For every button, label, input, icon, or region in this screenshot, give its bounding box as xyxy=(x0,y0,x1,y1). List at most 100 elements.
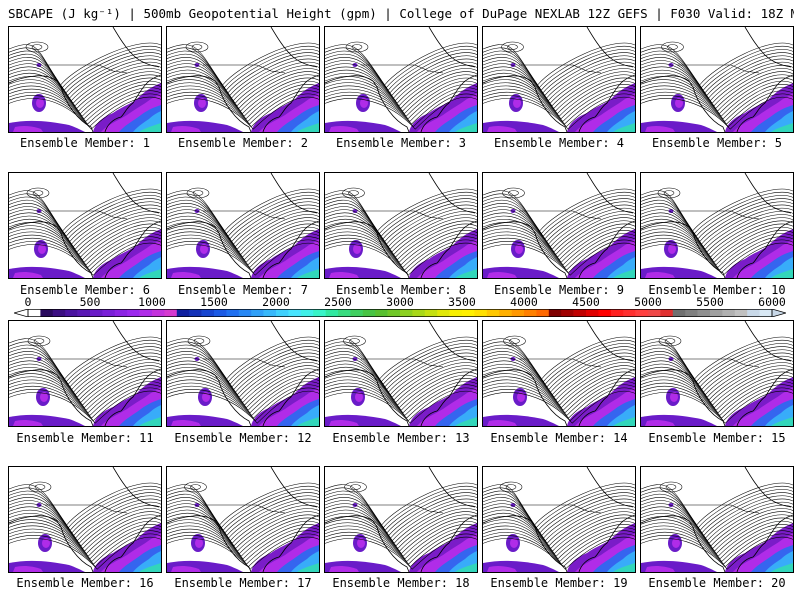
colorbar-cell xyxy=(114,309,128,317)
ensemble-member-label: Ensemble Member: 6 xyxy=(19,283,151,297)
colorbar-cell xyxy=(300,309,314,317)
ensemble-member-label: Ensemble Member: 7 xyxy=(177,283,309,297)
ensemble-member-map xyxy=(8,466,162,573)
colorbar-cell xyxy=(412,309,426,317)
colorbar-cell xyxy=(52,309,66,317)
ensemble-member-map xyxy=(166,466,320,573)
colorbar-cell xyxy=(176,309,190,317)
colorbar-cell xyxy=(462,309,475,317)
ensemble-member-map xyxy=(482,320,636,427)
colorbar-cell xyxy=(362,309,376,317)
colorbar-cell xyxy=(623,309,636,317)
colorbar-cell xyxy=(672,309,686,317)
ensemble-member-map xyxy=(324,26,478,133)
colorbar-cell xyxy=(350,309,364,317)
colorbar-tick-label: 6000 xyxy=(758,295,786,309)
colorbar-cell xyxy=(226,309,240,317)
ensemble-member-map xyxy=(482,26,636,133)
colorbar-cell xyxy=(449,309,463,317)
colorbar-cell xyxy=(387,309,401,317)
ensemble-member-label: Ensemble Member: 14 xyxy=(490,431,628,445)
colorbar-cell xyxy=(573,309,587,317)
colorbar-cell xyxy=(511,309,525,317)
colorbar-cell xyxy=(734,309,748,317)
colorbar-cell xyxy=(697,309,711,317)
colorbar-cell xyxy=(400,309,413,317)
colorbar-cell xyxy=(214,309,227,317)
colorbar-cell xyxy=(152,309,165,317)
ensemble-member-map xyxy=(8,26,162,133)
ensemble-member-map xyxy=(166,172,320,279)
colorbar-cell xyxy=(685,309,698,317)
ensemble-member-label: Ensemble Member: 15 xyxy=(648,431,786,445)
colorbar-cell xyxy=(238,309,252,317)
colorbar-cell xyxy=(759,309,773,317)
colorbar-cell xyxy=(722,309,736,317)
colorbar-tick-label: 500 xyxy=(79,295,101,309)
colorbar-cell xyxy=(710,309,723,317)
colorbar-cell xyxy=(586,309,599,317)
colorbar-cell xyxy=(325,309,339,317)
colorbar-cell xyxy=(474,309,488,317)
ensemble-member-label: Ensemble Member: 16 xyxy=(16,576,154,590)
ensemble-member-map xyxy=(640,172,794,279)
ensemble-member-label: Ensemble Member: 2 xyxy=(177,136,309,150)
colorbar-cell xyxy=(263,309,277,317)
ensemble-member-label: Ensemble Member: 19 xyxy=(490,576,628,590)
ensemble-member-label: Ensemble Member: 10 xyxy=(648,283,786,297)
ensemble-member-label: Ensemble Member: 5 xyxy=(651,136,783,150)
colorbar-cell xyxy=(40,309,54,317)
ensemble-member-label: Ensemble Member: 4 xyxy=(493,136,625,150)
colorbar-tick-label: 2000 xyxy=(262,295,290,309)
colorbar-cell xyxy=(313,309,326,317)
ensemble-member-label: Ensemble Member: 13 xyxy=(332,431,470,445)
colorbar-cell xyxy=(164,309,178,317)
colorbar-cell xyxy=(276,309,289,317)
colorbar-left-arrow xyxy=(14,309,29,317)
ensemble-member-label: Ensemble Member: 11 xyxy=(16,431,154,445)
colorbar-cell xyxy=(189,309,202,317)
ensemble-member-map xyxy=(324,466,478,573)
ensemble-member-label: Ensemble Member: 17 xyxy=(174,576,312,590)
ensemble-member-label: Ensemble Member: 18 xyxy=(332,576,470,590)
colorbar-tick-label: 5500 xyxy=(696,295,724,309)
ensemble-member-map xyxy=(324,172,478,279)
colorbar-cell xyxy=(102,309,116,317)
colorbar-tick-label: 2500 xyxy=(324,295,352,309)
colorbar-right-arrow xyxy=(771,309,786,317)
ensemble-member-label: Ensemble Member: 1 xyxy=(19,136,151,150)
colorbar-tick-label: 0 xyxy=(24,295,32,309)
ensemble-member-map xyxy=(166,320,320,427)
colorbar-cell xyxy=(747,309,760,317)
ensemble-member-label: Ensemble Member: 9 xyxy=(493,283,625,297)
colorbar-cell xyxy=(90,309,103,317)
colorbar-tick-label: 5000 xyxy=(634,295,662,309)
colorbar-cell xyxy=(437,309,450,317)
colorbar-cell xyxy=(77,309,91,317)
colorbar-cell xyxy=(499,309,512,317)
ensemble-member-map xyxy=(640,320,794,427)
ensemble-member-map xyxy=(640,26,794,133)
ensemble-member-label: Ensemble Member: 8 xyxy=(335,283,467,297)
colorbar-cell xyxy=(139,309,153,317)
colorbar-cell xyxy=(338,309,351,317)
colorbar-tick-label: 1000 xyxy=(138,295,166,309)
colorbar-cell xyxy=(65,309,78,317)
colorbar-tick-label: 4500 xyxy=(572,295,600,309)
cape-colorbar xyxy=(14,309,786,317)
colorbar-cell xyxy=(375,309,388,317)
colorbar-cell xyxy=(486,309,500,317)
ensemble-member-map xyxy=(324,320,478,427)
colorbar-cell xyxy=(635,309,649,317)
colorbar-tick-label: 3000 xyxy=(386,295,414,309)
colorbar-tick-label: 4000 xyxy=(510,295,538,309)
colorbar-tick-label: 1500 xyxy=(200,295,228,309)
ensemble-member-label: Ensemble Member: 12 xyxy=(174,431,312,445)
ensemble-member-map xyxy=(8,320,162,427)
colorbar-cell xyxy=(424,309,438,317)
colorbar-cell xyxy=(201,309,215,317)
colorbar-tick-label: 3500 xyxy=(448,295,476,309)
colorbar-cell xyxy=(127,309,140,317)
page-title: SBCAPE (J kg⁻¹) | 500mb Geopotential Hei… xyxy=(8,6,794,21)
ensemble-member-map xyxy=(482,466,636,573)
